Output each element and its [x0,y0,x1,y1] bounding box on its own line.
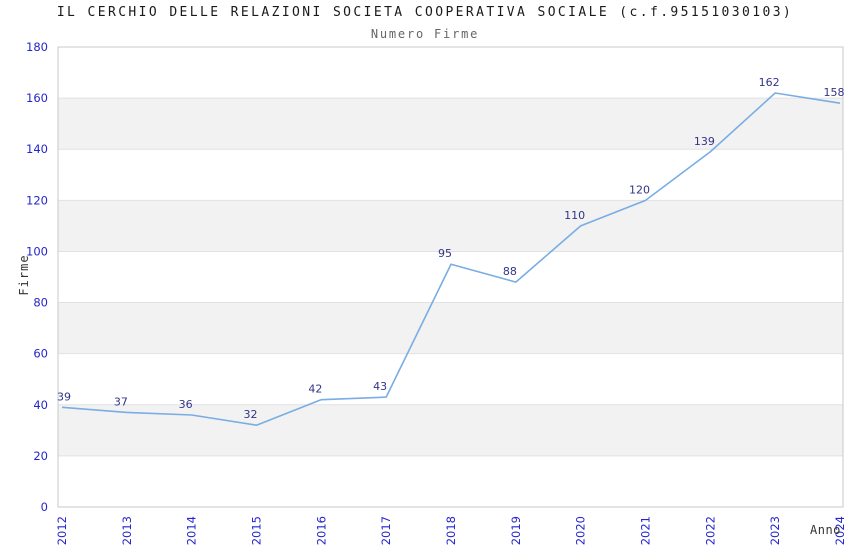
data-point-label: 158 [824,86,845,99]
data-point-label: 120 [629,183,650,196]
x-tick-label: 2014 [185,516,199,545]
x-tick-label: 2015 [250,516,264,545]
y-tick-label: 80 [33,296,48,310]
x-tick-label: 2019 [509,516,523,545]
data-point-label: 37 [114,395,128,408]
data-point-label: 162 [759,76,780,89]
x-tick-label: 2021 [639,516,653,545]
data-point-label: 36 [179,398,193,411]
y-tick-label: 160 [26,91,48,105]
plot-band [58,302,843,354]
x-axis-title: Anno [810,523,841,537]
data-point-label: 88 [503,265,517,278]
x-tick-label: 2023 [768,516,782,545]
plot-band [58,98,843,150]
x-tick-label: 2016 [314,516,328,545]
chart-subtitle: Numero Firme [370,27,480,41]
x-tick-label: 2012 [55,516,69,545]
x-tick-label: 2013 [120,516,134,545]
y-tick-label: 100 [26,244,48,258]
plot-border [57,46,844,508]
data-point-label: 42 [308,383,322,396]
y-tick-label: 120 [26,193,48,207]
data-point-labels: 39 37 36 32 42 43 95 88 110 120 139 162 158 [57,76,845,421]
y-tick-label: 20 [33,449,48,463]
chart-title: IL CERCHIO DELLE RELAZIONI SOCIETA COOPE… [56,5,794,20]
x-tick-label: 2017 [379,516,393,545]
plot-band [58,404,843,456]
y-tick-label: 0 [41,500,48,514]
x-tick-label: 2018 [444,516,458,545]
y-tick-label: 140 [26,142,48,156]
x-tick-label: 2024 [833,516,847,545]
data-point-label: 139 [694,135,715,148]
data-point-label: 32 [244,408,258,421]
data-point-label: 110 [564,209,585,222]
y-tick-label: 180 [26,40,48,54]
y-tick-label: 60 [33,347,48,361]
plot-bands [58,98,843,456]
data-point-label: 95 [438,247,452,260]
y-tick-labels: 0 20 40 60 80 100 120 140 160 180 [26,40,48,514]
x-tick-label: 2022 [703,516,717,545]
data-point-label: 39 [57,390,71,403]
y-tick-label: 40 [33,398,48,412]
data-point-label: 43 [373,380,387,393]
x-tick-labels: 2012 2013 2014 2015 2016 2017 2018 2019 2020 2021… [55,516,847,545]
x-tick-label: 2020 [574,516,588,545]
series-line [61,92,841,427]
plot-band [58,200,843,252]
